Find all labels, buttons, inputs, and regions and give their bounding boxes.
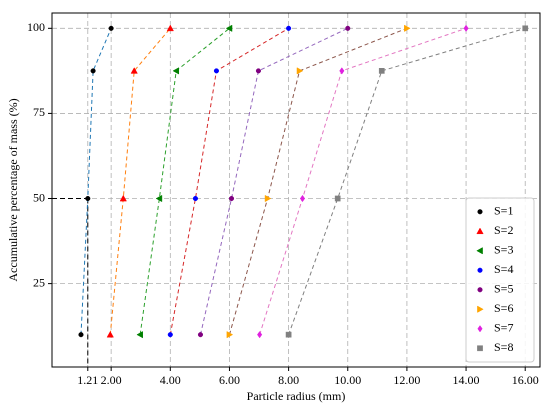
marker — [90, 68, 96, 74]
marker — [285, 331, 292, 338]
x-axis-label: Particle radius (mm) — [247, 389, 346, 403]
x-tick-label: 6.00 — [219, 373, 240, 387]
series-line — [139, 27, 230, 335]
legend-label: S=8 — [494, 340, 513, 354]
legend-label: S=4 — [494, 262, 513, 276]
x-tick-label: 8.00 — [278, 373, 299, 387]
y-tick-label: 100 — [27, 20, 45, 34]
legend-marker — [477, 345, 483, 352]
series-line — [169, 27, 289, 335]
marker — [296, 67, 304, 75]
series-line — [259, 27, 467, 335]
marker — [119, 194, 127, 202]
legend-marker — [476, 227, 484, 235]
marker — [166, 24, 174, 32]
y-tick-label: 25 — [33, 275, 45, 289]
legend-marker — [477, 209, 483, 215]
marker — [167, 332, 173, 338]
marker — [522, 25, 529, 32]
marker — [228, 195, 235, 202]
marker — [334, 195, 341, 202]
x-tick-label: 16.00 — [512, 373, 539, 387]
x-tick-label: 1.21 — [77, 373, 98, 387]
marker — [345, 25, 351, 31]
series-line — [80, 28, 112, 335]
legend-label: S=6 — [494, 301, 513, 315]
legend-marker — [477, 267, 483, 273]
legend-label: S=2 — [494, 223, 513, 237]
marker — [85, 195, 91, 202]
y-tick-label: 50 — [33, 190, 45, 204]
marker — [226, 331, 234, 339]
series-line — [199, 27, 348, 335]
legend-label: S=3 — [494, 243, 513, 257]
marker — [404, 24, 411, 32]
marker — [286, 25, 292, 31]
marker — [192, 195, 198, 202]
marker — [225, 24, 233, 32]
x-tick-label: 14.00 — [453, 373, 480, 387]
marker — [106, 330, 114, 338]
marker — [299, 194, 306, 203]
x-tick-label: 2.00 — [101, 373, 122, 387]
legend-marker — [477, 305, 484, 313]
series-line — [228, 27, 408, 335]
x-tick-label: 4.00 — [160, 373, 181, 387]
marker — [172, 67, 180, 75]
plot-frame — [51, 12, 541, 368]
x-tick-label: 10.00 — [334, 373, 361, 387]
legend-marker — [476, 247, 483, 255]
marker — [197, 332, 204, 338]
legend-marker — [477, 287, 483, 293]
marker — [213, 68, 219, 74]
marker — [108, 25, 114, 31]
marker — [136, 331, 143, 339]
marker — [155, 194, 163, 203]
marker — [130, 67, 138, 74]
marker — [378, 68, 385, 74]
y-tick-label: 75 — [33, 105, 45, 119]
marker — [463, 24, 469, 32]
legend-marker — [477, 325, 483, 333]
marker — [78, 332, 84, 338]
legend-label: S=1 — [494, 204, 513, 218]
marker — [257, 331, 263, 339]
x-tick-label: 12.00 — [393, 373, 420, 387]
marker — [255, 68, 261, 74]
legend-box — [465, 197, 535, 363]
y-axis-label: Accumulative percentage of mass (%) — [6, 98, 20, 281]
marker — [264, 194, 272, 203]
legend-label: S=5 — [494, 282, 513, 296]
series-line — [288, 27, 526, 335]
legend-label: S=7 — [494, 321, 513, 335]
marker — [339, 67, 345, 75]
